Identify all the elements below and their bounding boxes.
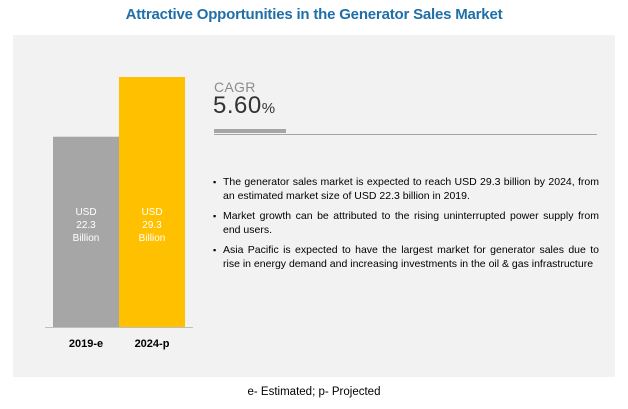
cagr-divider [214,134,597,135]
bar-2024-p [119,77,185,327]
cagr-label: CAGR [214,79,256,95]
bar-value-label: Billion [139,233,166,244]
bar-value-label: USD [141,207,162,218]
bar-2019-e [53,136,119,327]
cagr-value: 5.60% [213,92,276,120]
footnote: e- Estimated; p- Projected [247,386,381,398]
bar-value-label: 22.3 [76,220,96,231]
bar-value-label: 29.3 [142,220,162,231]
key-point: The generator sales market is expected t… [213,176,599,203]
bar-value-label: Billion [73,233,100,244]
chart-title: Attractive Opportunities in the Generato… [125,6,503,23]
x-tick-label: 2024-p [135,338,170,350]
key-points-list: The generator sales market is expected t… [213,176,599,278]
cagr-underline [214,129,286,133]
x-tick-label: 2019-e [69,338,103,350]
key-point: Asia Pacific is expected to have the lar… [213,244,599,271]
cagr-number: 5.60 [213,92,262,119]
cagr-unit: % [261,100,276,117]
key-point: Market growth can be attributed to the r… [213,210,599,237]
bar-value-label: USD [75,207,96,218]
